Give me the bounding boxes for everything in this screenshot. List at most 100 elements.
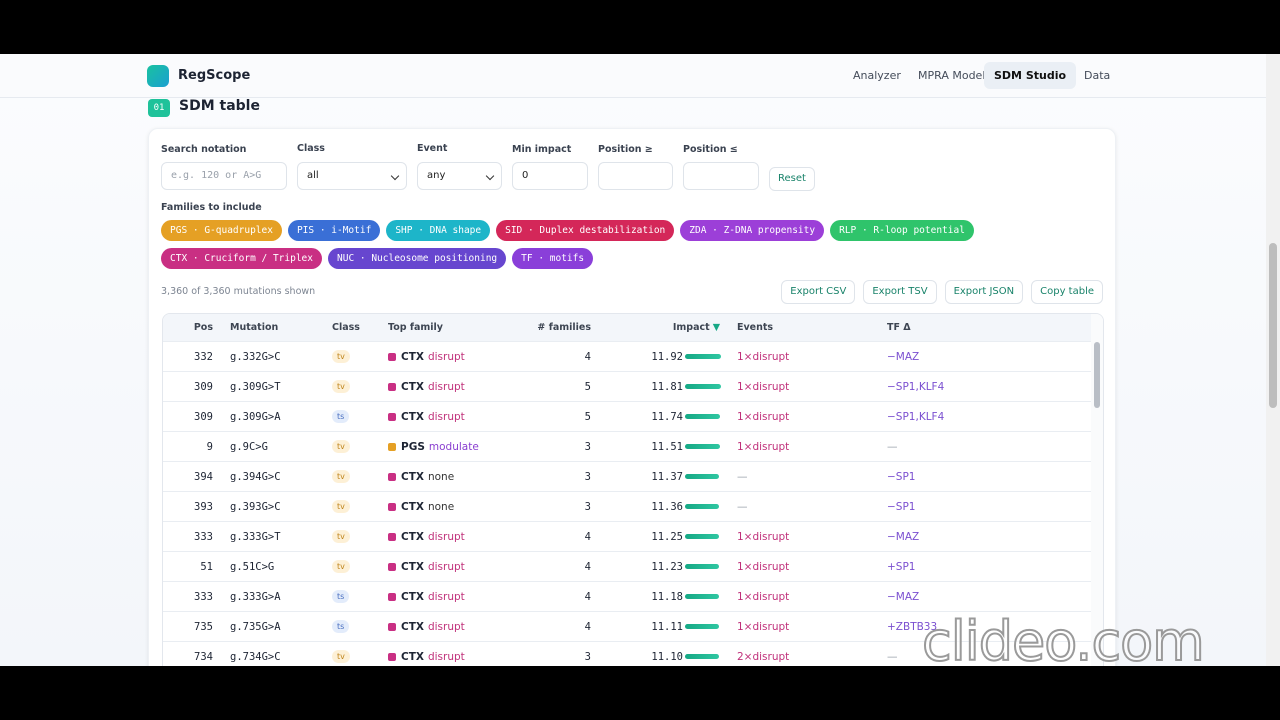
impact: 11.11: [651, 620, 683, 633]
min-impact-input[interactable]: 0: [512, 162, 588, 190]
events: —: [737, 470, 748, 483]
nav-link[interactable]: Analyzer: [853, 69, 901, 82]
effect: none: [427, 470, 455, 483]
card: Search notation e.g. 120 or A>G Class al…: [148, 128, 1116, 666]
column-header[interactable]: TF Δ: [887, 314, 911, 341]
nav-link[interactable]: MPRA Model: [918, 69, 986, 82]
page-scrollbar[interactable]: [1266, 54, 1280, 666]
mutation: g.735G>A: [230, 620, 281, 633]
family-chip[interactable]: TF · motifs: [512, 248, 594, 269]
families-label: Families to include: [161, 202, 262, 213]
cell: 11.18: [603, 582, 683, 611]
impact-bar-cell: [685, 642, 719, 666]
position: 393: [194, 500, 213, 513]
class-select[interactable]: all: [297, 162, 407, 190]
table-row[interactable]: 51 g.51C>G tv CTX disrupt 4 11.23 1×disrupt +SP1: [163, 552, 1091, 582]
class-badge: ts: [332, 620, 350, 633]
impact-bar: [685, 384, 721, 389]
table-row[interactable]: 309 g.309G>A ts CTX disrupt 5 11.74 1×disrupt −S…: [163, 402, 1091, 432]
table-row[interactable]: 332 g.332G>C tv CTX disrupt 4 11.92 1×disrupt −M…: [163, 342, 1091, 372]
family-chip[interactable]: SHP · DNA shape: [386, 220, 491, 241]
action-button[interactable]: Export CSV: [781, 280, 856, 304]
cell: PGS modulate: [388, 432, 479, 461]
cell: −SP1,KLF4: [887, 402, 944, 431]
table-row[interactable]: 734 g.734G>C tv CTX disrupt 3 11.10 2×disrupt —: [163, 642, 1091, 666]
impact-bar: [685, 534, 719, 539]
table-row[interactable]: 9 g.9C>G tv PGS modulate 3 11.51 1×disrupt —: [163, 432, 1091, 462]
action-button[interactable]: Copy table: [1031, 280, 1103, 304]
impact: 11.51: [651, 440, 683, 453]
column-header[interactable]: Mutation: [230, 314, 278, 341]
table-row[interactable]: 735 g.735G>A ts CTX disrupt 4 11.11 1×disrupt +Z…: [163, 612, 1091, 642]
column-header[interactable]: # families: [493, 314, 591, 341]
family-swatch: [388, 592, 396, 601]
scroll-thumb[interactable]: [1094, 342, 1100, 408]
class-badge: tv: [332, 560, 350, 573]
table-row[interactable]: 333 g.333G>T tv CTX disrupt 4 11.25 1×disrupt −M…: [163, 522, 1091, 552]
table-scrollbar[interactable]: [1091, 314, 1103, 666]
cell: −SP1,KLF4: [887, 372, 944, 401]
table-row[interactable]: 393 g.393G>C tv CTX none 3 11.36 — −SP1: [163, 492, 1091, 522]
family-chip[interactable]: PIS · i-Motif: [287, 220, 381, 241]
effect: disrupt: [427, 650, 465, 663]
impact: 11.10: [651, 650, 683, 663]
position: 735: [194, 620, 213, 633]
cell: 51: [163, 552, 213, 581]
logo[interactable]: [147, 65, 169, 87]
family-chip[interactable]: NUC · Nucleosome positioning: [328, 248, 507, 269]
cell: 11.92: [603, 342, 683, 371]
position-min-input[interactable]: [598, 162, 673, 190]
family-chip[interactable]: SID · Duplex destabilization: [496, 220, 675, 241]
column-header[interactable]: Events: [737, 314, 773, 341]
position: 333: [194, 530, 213, 543]
table-row[interactable]: 333 g.333G>A ts CTX disrupt 4 11.18 1×disrupt −M…: [163, 582, 1091, 612]
family-chip[interactable]: ZDA · Z-DNA propensity: [680, 220, 825, 241]
impact-bar: [685, 594, 719, 599]
cell: 734: [163, 642, 213, 666]
impact-bar: [685, 564, 719, 569]
table-row[interactable]: 309 g.309G>T tv CTX disrupt 5 11.81 1×disrupt −S…: [163, 372, 1091, 402]
mutation: g.309G>A: [230, 410, 281, 423]
column-header[interactable]: Pos: [163, 314, 213, 341]
brand[interactable]: RegScope: [178, 68, 251, 83]
cell: 309: [163, 402, 213, 431]
effect: disrupt: [427, 350, 465, 363]
family-chip[interactable]: CTX · Cruciform / Triplex: [161, 248, 322, 269]
impact-bar: [685, 654, 719, 659]
reset-button[interactable]: Reset: [769, 167, 815, 191]
action-button[interactable]: Export JSON: [944, 280, 1024, 304]
column-label: Pos: [193, 322, 213, 333]
cell: 333: [163, 582, 213, 611]
column-label: Mutation: [230, 322, 279, 333]
column-header[interactable]: Top family: [388, 314, 443, 341]
cell: 1×disrupt: [737, 582, 789, 611]
position-max-input[interactable]: [683, 162, 759, 190]
cell: CTX none: [388, 462, 454, 491]
nav-link[interactable]: SDM Studio: [984, 62, 1077, 89]
family-count: 3: [584, 440, 591, 453]
events: 1×disrupt: [737, 410, 790, 423]
cell: 1×disrupt: [737, 402, 789, 431]
cell: tv: [332, 342, 350, 371]
cell: 9: [163, 432, 213, 461]
action-button[interactable]: Export TSV: [863, 280, 937, 304]
cell: 5: [493, 402, 591, 431]
impact-bar-cell: [685, 402, 721, 431]
family-chip[interactable]: RLP · R-loop potential: [830, 220, 974, 241]
column-header[interactable]: Impact ▼: [603, 314, 720, 341]
column-header[interactable]: Class: [332, 314, 360, 341]
scroll-thumb[interactable]: [1269, 243, 1277, 408]
search-input[interactable]: e.g. 120 or A>G: [161, 162, 287, 190]
table-row[interactable]: 394 g.394G>C tv CTX none 3 11.37 — −SP1: [163, 462, 1091, 492]
impact-bar-cell: [685, 432, 720, 461]
effect: modulate: [428, 440, 479, 453]
navbar: RegScope Analyzer MPRA Model SDM Studio Dat…: [0, 54, 1266, 98]
nav-link[interactable]: Data: [1084, 69, 1111, 82]
impact-bar: [685, 504, 720, 509]
cell: −SP1: [887, 492, 915, 521]
event-select[interactable]: any: [417, 162, 502, 190]
tf-delta: −MAZ: [887, 590, 920, 603]
events: —: [737, 500, 748, 513]
family-chip[interactable]: PGS · G-quadruplex: [161, 220, 282, 241]
